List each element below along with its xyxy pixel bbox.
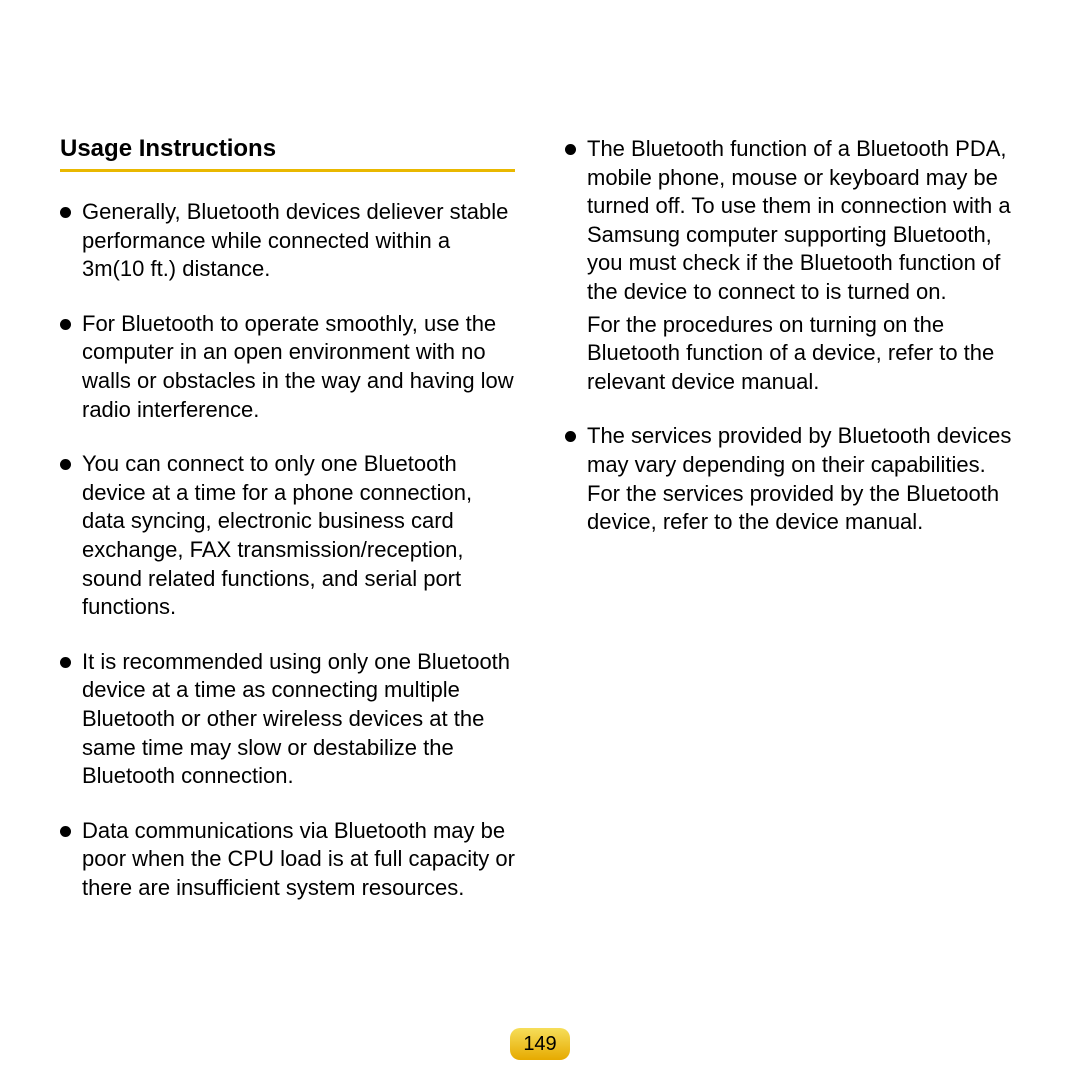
- left-bullet-list: Generally, Bluetooth devices deliever st…: [60, 198, 515, 902]
- list-item: The services provided by Bluetooth devic…: [565, 422, 1020, 536]
- list-item: The Bluetooth function of a Bluetooth PD…: [565, 135, 1020, 396]
- list-item-text: The Bluetooth function of a Bluetooth PD…: [587, 136, 1011, 304]
- list-item: Generally, Bluetooth devices deliever st…: [60, 198, 515, 284]
- section-heading: Usage Instructions: [60, 135, 515, 172]
- list-item-subpara: For the procedures on turning on the Blu…: [587, 311, 1020, 397]
- page-number-badge: 149: [510, 1028, 570, 1060]
- list-item: Data communications via Bluetooth may be…: [60, 817, 515, 903]
- left-column: Usage Instructions Generally, Bluetooth …: [60, 135, 515, 928]
- list-item-text: The services provided by Bluetooth devic…: [587, 423, 1011, 534]
- document-page: Usage Instructions Generally, Bluetooth …: [0, 0, 1080, 1080]
- list-item: You can connect to only one Bluetooth de…: [60, 450, 515, 622]
- list-item: It is recommended using only one Bluetoo…: [60, 648, 515, 791]
- right-column: The Bluetooth function of a Bluetooth PD…: [565, 135, 1020, 928]
- page-number: 149: [523, 1033, 556, 1056]
- two-column-layout: Usage Instructions Generally, Bluetooth …: [60, 135, 1020, 928]
- list-item: For Bluetooth to operate smoothly, use t…: [60, 310, 515, 424]
- right-bullet-list: The Bluetooth function of a Bluetooth PD…: [565, 135, 1020, 537]
